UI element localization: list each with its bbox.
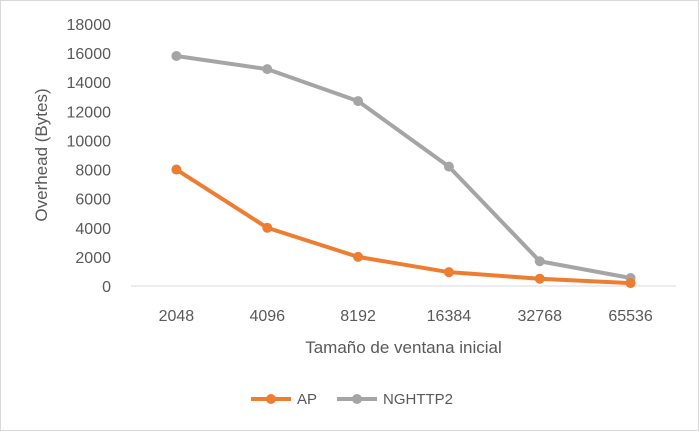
series-lines — [171, 51, 636, 289]
y-tick-label: 16000 — [67, 46, 112, 63]
x-tick-label: 8192 — [340, 308, 376, 325]
data-point-ap — [443, 267, 454, 278]
y-tick-label: 14000 — [67, 75, 112, 92]
x-tick-label: 65536 — [608, 308, 653, 325]
data-point-nghttp2 — [262, 64, 273, 75]
data-point-ap — [534, 273, 545, 284]
x-axis-title: Tamaño de ventana inicial — [305, 338, 502, 357]
data-point-ap — [262, 222, 273, 233]
legend-marker-ap — [266, 394, 276, 404]
x-tick-label: 2048 — [159, 308, 195, 325]
y-tick-label: 12000 — [67, 104, 112, 121]
x-tick-label: 16384 — [427, 308, 472, 325]
data-point-ap — [171, 164, 182, 175]
data-point-ap — [353, 251, 364, 262]
series-line-ap — [174, 167, 633, 286]
y-tick-label: 4000 — [75, 221, 111, 238]
data-point-nghttp2 — [443, 161, 454, 172]
legend-label-nghttp2: NGHTTP2 — [383, 391, 453, 408]
series-line-nghttp2 — [174, 54, 633, 280]
y-tick-label: 0 — [102, 279, 111, 296]
legend-marker-nghttp2 — [352, 394, 363, 404]
x-axis-ticks: 2048 4096 8192 16384 32768 65536 — [159, 308, 653, 325]
legend: AP NGHTTP2 — [251, 391, 453, 408]
data-point-nghttp2 — [353, 96, 364, 107]
y-tick-label: 6000 — [75, 192, 111, 209]
y-tick-label: 2000 — [75, 250, 111, 267]
x-tick-label: 4096 — [249, 308, 285, 325]
data-point-nghttp2 — [534, 256, 545, 267]
y-tick-label: 18000 — [67, 17, 112, 34]
legend-label-ap: AP — [297, 391, 317, 408]
y-axis-ticks: 0 2000 4000 6000 8000 10000 12000 14000 16000 180… — [67, 17, 112, 296]
x-tick-label: 32768 — [518, 308, 563, 325]
data-point-ap — [625, 278, 636, 289]
data-point-nghttp2 — [171, 51, 182, 62]
y-tick-label: 8000 — [75, 163, 111, 180]
y-tick-label: 10000 — [67, 133, 112, 150]
y-axis-title: Overhead (Bytes) — [32, 88, 51, 221]
